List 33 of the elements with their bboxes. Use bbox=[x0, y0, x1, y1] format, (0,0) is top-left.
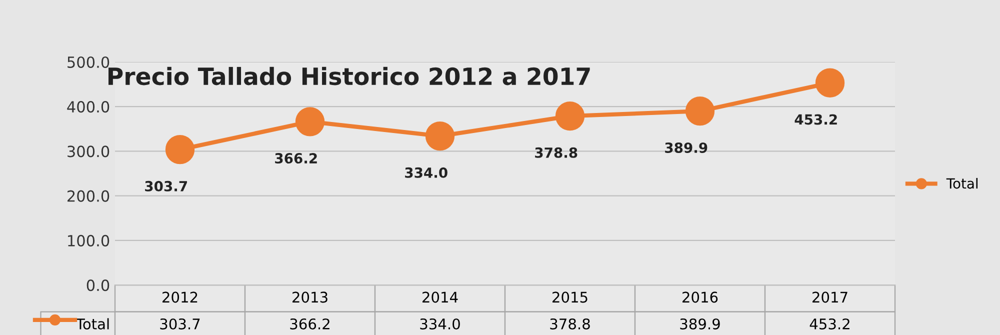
y-tick-label: 400.0 bbox=[67, 101, 110, 113]
data-label: 453.2 bbox=[810, 318, 850, 330]
y-tick-label: 0.0 bbox=[86, 280, 110, 292]
y-tick-label: 500.0 bbox=[68, 56, 110, 68]
data-label: 334.0 bbox=[420, 318, 460, 330]
data-label: 303.7 bbox=[160, 318, 200, 330]
x-tick-label: 2012 bbox=[162, 292, 198, 303]
text: 453.2 bbox=[794, 114, 837, 125]
x-tick-label: 2013 bbox=[292, 292, 328, 303]
x-tick-label: 2017 bbox=[812, 292, 848, 303]
y-tick-label: 300.0 bbox=[68, 146, 110, 158]
point bbox=[815, 68, 845, 98]
text: 366.2 bbox=[275, 153, 317, 164]
point bbox=[425, 121, 455, 151]
data-label: 366.2 bbox=[290, 318, 330, 330]
text: 378.8 bbox=[535, 147, 578, 158]
y-tick-label: 200.0 bbox=[68, 190, 110, 202]
point bbox=[555, 101, 585, 131]
text: 303.7 bbox=[145, 180, 187, 192]
x-tick-label: 2016 bbox=[682, 292, 718, 303]
chart-title: Precio Tallado Historico 2012 a 2017 bbox=[108, 66, 590, 86]
point bbox=[295, 107, 325, 136]
legend-label: Total bbox=[946, 178, 978, 189]
text: 389.9 bbox=[665, 142, 708, 153]
text: Total bbox=[76, 318, 109, 330]
point bbox=[165, 134, 195, 164]
point bbox=[685, 96, 715, 126]
x-tick-label: 2014 bbox=[422, 292, 458, 303]
data-label: 389.9 bbox=[680, 318, 720, 330]
data-label: 378.8 bbox=[550, 318, 590, 330]
x-tick-label: 2015 bbox=[552, 292, 588, 303]
y-tick-label: 100.0 bbox=[68, 234, 110, 246]
text: 334.0 bbox=[405, 167, 448, 178]
